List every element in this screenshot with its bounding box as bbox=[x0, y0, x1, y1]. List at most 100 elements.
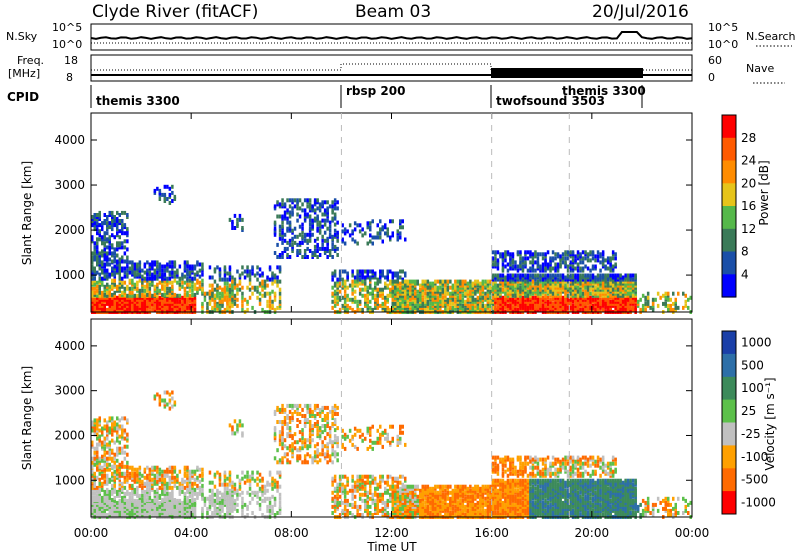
power-cell bbox=[589, 295, 592, 300]
velocity-cell bbox=[141, 508, 144, 513]
power-cell bbox=[183, 292, 187, 297]
power-cell bbox=[521, 285, 525, 290]
power-cell bbox=[103, 268, 106, 273]
power-cell bbox=[384, 285, 387, 290]
power-cell bbox=[298, 240, 302, 245]
velocity-cell bbox=[121, 508, 124, 513]
power-cell bbox=[126, 264, 129, 269]
power-cell bbox=[689, 295, 692, 300]
power-cell bbox=[276, 202, 279, 207]
velocity-cell bbox=[123, 450, 127, 455]
power-cell bbox=[631, 301, 635, 306]
power-cell bbox=[246, 265, 249, 270]
power-cell bbox=[391, 285, 394, 290]
power-cell bbox=[341, 303, 344, 308]
power-cell bbox=[624, 293, 627, 298]
power-cell bbox=[511, 273, 515, 278]
power-cell bbox=[591, 264, 595, 269]
power-cell bbox=[286, 198, 289, 203]
power-cell bbox=[331, 210, 334, 215]
power-cell bbox=[171, 293, 174, 298]
power-cell bbox=[351, 287, 354, 292]
power-cell bbox=[474, 279, 477, 284]
velocity-cell bbox=[106, 462, 109, 467]
velocity-cell bbox=[98, 471, 101, 476]
power-cell bbox=[116, 259, 119, 264]
power-cell bbox=[276, 283, 279, 288]
velocity-cell bbox=[158, 485, 162, 490]
power-cell bbox=[221, 303, 224, 308]
velocity-cell bbox=[201, 492, 204, 497]
power-cell bbox=[364, 301, 367, 306]
power-cell bbox=[539, 264, 542, 269]
power-cell bbox=[559, 285, 562, 290]
freq-panel: Freq. [MHz] 18 8 60 0 Nave bbox=[8, 54, 785, 84]
velocity-cell bbox=[118, 418, 121, 423]
velocity-cell bbox=[228, 511, 232, 515]
power-cell bbox=[131, 301, 134, 306]
power-cell bbox=[138, 266, 142, 271]
power-cell bbox=[301, 222, 304, 227]
power-cell bbox=[211, 305, 214, 310]
power-cell bbox=[188, 293, 192, 298]
velocity-cell bbox=[201, 508, 204, 513]
colorbar-frame bbox=[721, 114, 737, 298]
power-cell bbox=[511, 277, 515, 282]
velocity-cell bbox=[93, 456, 96, 461]
power-cell bbox=[491, 256, 495, 261]
velocity-cell bbox=[116, 471, 119, 476]
power-cell bbox=[381, 287, 384, 292]
power-cell bbox=[113, 235, 116, 240]
power-cell bbox=[306, 240, 309, 245]
power-cell bbox=[501, 301, 505, 306]
power-cell bbox=[416, 289, 419, 294]
power-cell bbox=[609, 299, 612, 304]
power-cell bbox=[461, 303, 465, 308]
velocity-cell bbox=[163, 508, 167, 513]
power-cell bbox=[406, 285, 409, 290]
velocity-cell bbox=[196, 491, 199, 496]
power-cell bbox=[251, 291, 254, 296]
power-cell bbox=[306, 204, 309, 209]
power-cell bbox=[203, 291, 207, 296]
power-cell bbox=[183, 268, 187, 273]
power-cell bbox=[273, 293, 277, 298]
velocity-cell bbox=[141, 498, 144, 502]
power-cell bbox=[176, 293, 179, 298]
power-cell bbox=[176, 301, 179, 306]
velocity-cell bbox=[171, 485, 174, 490]
power-cell bbox=[566, 293, 570, 298]
power-cell bbox=[271, 289, 274, 294]
power-cell bbox=[687, 297, 690, 302]
velocity-cell bbox=[141, 511, 144, 515]
power-cell bbox=[454, 283, 457, 288]
power-cell bbox=[534, 285, 537, 290]
power-cell bbox=[509, 285, 512, 290]
velocity-cell bbox=[101, 481, 104, 486]
velocity-cell bbox=[216, 508, 219, 513]
power-cell bbox=[514, 273, 517, 278]
velocity-cell bbox=[108, 456, 111, 461]
velocity-cell bbox=[131, 483, 134, 488]
power-cell bbox=[153, 276, 157, 281]
power-cell bbox=[286, 220, 289, 225]
power-cell bbox=[539, 268, 542, 273]
power-cell bbox=[141, 280, 144, 285]
power-cell bbox=[609, 273, 612, 278]
velocity-cell bbox=[218, 511, 222, 515]
power-cell bbox=[353, 239, 357, 244]
velocity-cell bbox=[106, 450, 109, 455]
power-cell bbox=[594, 275, 597, 280]
power-cell bbox=[141, 284, 144, 289]
power-cell bbox=[336, 200, 339, 205]
power-cell bbox=[581, 277, 585, 282]
power-cell bbox=[404, 301, 407, 306]
velocity-cell bbox=[183, 465, 187, 470]
power-cell bbox=[454, 299, 457, 304]
power-cell bbox=[461, 285, 465, 290]
velocity-cell bbox=[153, 489, 157, 494]
power-cell bbox=[484, 303, 487, 308]
power-cell bbox=[111, 243, 114, 248]
power-cell bbox=[303, 232, 307, 237]
power-cell bbox=[369, 221, 372, 226]
